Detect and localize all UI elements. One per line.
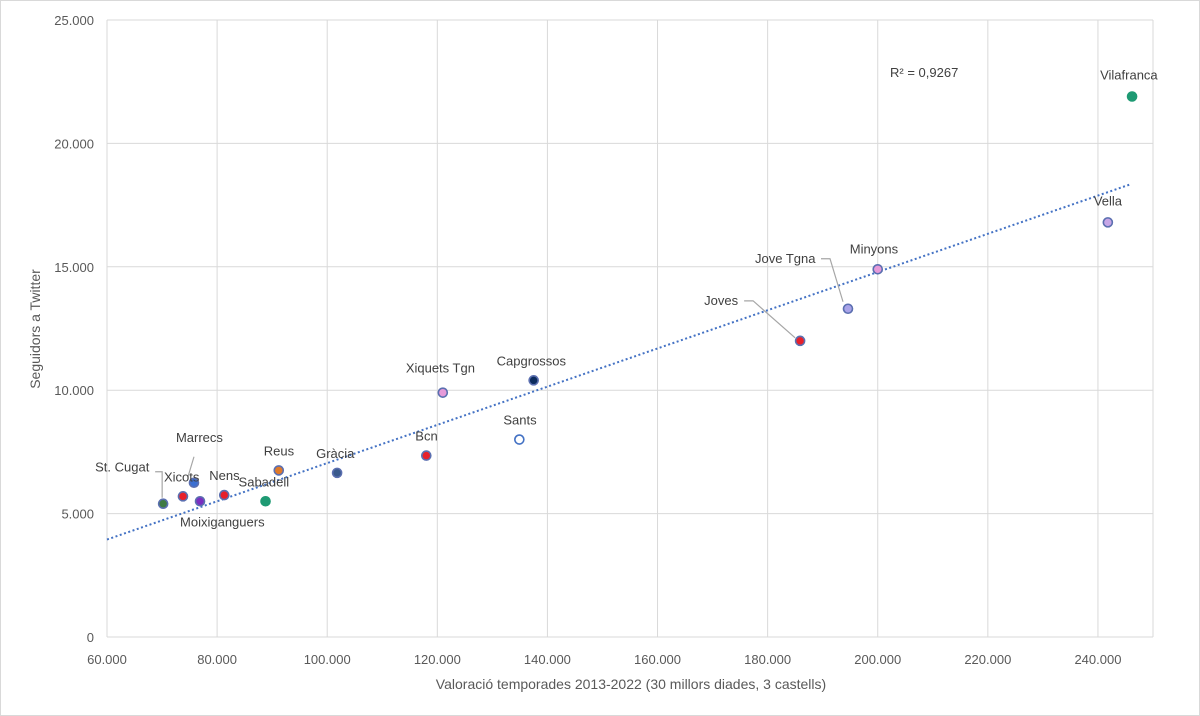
data-label-joves: Joves [704, 293, 738, 308]
y-tick-label: 20.000 [54, 136, 94, 151]
data-point-capgrossos [528, 375, 539, 386]
data-label-xicots: Xicots [164, 469, 200, 484]
data-point-sabadell [260, 495, 271, 507]
leader-line-joves [744, 300, 796, 339]
data-point-vilafranca [1126, 91, 1138, 102]
data-label-vilafranca: Vilafranca [1100, 68, 1158, 83]
r-squared-label: R² = 0,9267 [890, 65, 958, 80]
y-axis-title: Seguidors a Twitter [27, 269, 43, 389]
data-point-joves [794, 335, 806, 347]
x-tick-label: 80.000 [197, 652, 237, 667]
x-tick-label: 200.000 [854, 652, 901, 667]
data-label-capgrossos: Capgrossos [497, 353, 567, 368]
x-tick-label: 220.000 [964, 652, 1011, 667]
leader-line-marrecs [187, 456, 195, 477]
data-label-xiquets-tgn: Xiquets Tgn [406, 361, 475, 376]
data-label-st-cugat: St. Cugat [95, 460, 150, 475]
data-point-st-cugat [157, 498, 169, 510]
data-label-moixiganguers: Moixiganguers [180, 514, 265, 529]
data-point-sants [514, 434, 525, 445]
x-tick-label: 140.000 [524, 652, 571, 667]
x-tick-label: 120.000 [414, 652, 461, 667]
y-tick-label: 15.000 [54, 260, 94, 275]
data-point-reus [273, 465, 285, 476]
x-axis-ticks: 60.000 80.000 100.000 120.000 140.000 160.000… [87, 652, 1121, 667]
label-leader-lines [155, 258, 844, 498]
data-point-xicots [177, 491, 189, 502]
y-tick-label: 5.000 [61, 507, 94, 522]
leader-line-st-cugat [155, 471, 163, 498]
data-point-moixiganguers [194, 495, 206, 507]
data-point-marrecs [188, 477, 200, 489]
data-label-jove-tgna: Jove Tgna [755, 251, 816, 266]
y-axis-ticks: 0 5.000 10.000 15.000 20.000 25.000 [54, 13, 94, 645]
x-tick-label: 240.000 [1074, 652, 1121, 667]
data-label-reus: Reus [264, 443, 295, 458]
data-point-nens [218, 489, 230, 501]
data-point-gr-cia [331, 467, 343, 479]
data-point-vella [1102, 217, 1114, 228]
y-tick-label: 25.000 [54, 13, 94, 28]
x-tick-label: 60.000 [87, 652, 127, 667]
x-axis-title: Valoració temporades 2013-2022 (30 millo… [436, 676, 826, 692]
data-label-sabadell: Sabadell [239, 474, 290, 489]
data-points [157, 91, 1138, 510]
data-label-nens: Nens [209, 468, 240, 483]
data-label-marrecs: Marrecs [176, 430, 223, 445]
data-label-vella: Vella [1094, 193, 1123, 208]
data-label-sants: Sants [503, 413, 537, 428]
data-point-jove-tgna [842, 303, 854, 315]
x-tick-label: 160.000 [634, 652, 681, 667]
data-point-bcn [421, 450, 432, 461]
y-tick-label: 0 [87, 630, 94, 645]
x-tick-label: 100.000 [304, 652, 351, 667]
data-label-bcn: Bcn [415, 429, 437, 444]
leader-line-jove-tgna [821, 258, 844, 302]
data-point-xiquets-tgn [437, 387, 449, 398]
point-labels: St. CugatXicotsMarrecsMoixiganguersNensS… [95, 68, 1158, 530]
data-label-gr-cia: Gràcia [316, 446, 355, 461]
y-tick-label: 10.000 [54, 383, 94, 398]
x-tick-label: 180.000 [744, 652, 791, 667]
data-label-minyons: Minyons [850, 241, 899, 256]
gridlines [106, 19, 1154, 638]
trendline [106, 183, 1132, 541]
data-point-minyons [872, 263, 884, 275]
